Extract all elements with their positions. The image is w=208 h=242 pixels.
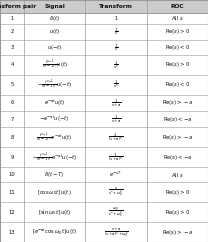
- Text: 4: 4: [10, 62, 14, 67]
- Bar: [0, 0, 208, 13]
- Text: $\delta(t-T)$: $\delta(t-T)$: [44, 170, 65, 179]
- Text: $\mathrm{Re}(s) > -a$: $\mathrm{Re}(s) > -a$: [162, 227, 193, 236]
- Text: $\mathrm{Re}(s) > 0$: $\mathrm{Re}(s) > 0$: [165, 188, 190, 197]
- Text: $\frac{s}{s^2+\omega_0^2}$: $\frac{s}{s^2+\omega_0^2}$: [108, 186, 124, 198]
- Text: $\frac{t^{n-1}}{(n-1)!}u(t)$: $\frac{t^{n-1}}{(n-1)!}u(t)$: [42, 58, 68, 71]
- Text: 8: 8: [10, 135, 14, 140]
- Text: $\mathrm{Re}(s) < -a$: $\mathrm{Re}(s) < -a$: [163, 115, 192, 124]
- Text: $\frac{1}{(s+a)^n}$: $\frac{1}{(s+a)^n}$: [108, 151, 124, 163]
- Text: Transform: Transform: [99, 4, 133, 9]
- Text: $\frac{t^{n-1}}{(n-1)!}e^{-at}u(t)$: $\frac{t^{n-1}}{(n-1)!}e^{-at}u(t)$: [36, 131, 73, 144]
- Text: 7: 7: [10, 117, 14, 121]
- Text: $\frac{s+a}{(s+a)^2+\omega_0^2}$: $\frac{s+a}{(s+a)^2+\omega_0^2}$: [104, 226, 128, 239]
- Text: $-\frac{t^{n-1}}{(n-1)!}u(-t)$: $-\frac{t^{n-1}}{(n-1)!}u(-t)$: [37, 78, 72, 91]
- Text: $-e^{-at}u(-t)$: $-e^{-at}u(-t)$: [40, 114, 70, 124]
- Text: ROC: ROC: [171, 4, 184, 9]
- Text: $\frac{1}{s}$: $\frac{1}{s}$: [114, 42, 118, 53]
- Text: $e^{-at}u(t)$: $e^{-at}u(t)$: [44, 98, 65, 108]
- Text: 5: 5: [10, 82, 14, 87]
- Text: 1: 1: [10, 16, 14, 21]
- Text: 10: 10: [9, 172, 15, 177]
- Text: $e^{-sT}$: $e^{-sT}$: [109, 170, 123, 179]
- Text: 11: 11: [9, 190, 15, 195]
- Text: $\mathrm{Re}(s) < 0$: $\mathrm{Re}(s) < 0$: [165, 80, 190, 89]
- Text: $\frac{1}{s^n}$: $\frac{1}{s^n}$: [113, 79, 119, 91]
- Text: Transform pair: Transform pair: [0, 4, 37, 9]
- Text: 9: 9: [10, 155, 14, 160]
- Text: $[\cos\omega_0 t]\,u(t)$: $[\cos\omega_0 t]\,u(t)$: [37, 188, 72, 197]
- Text: $\mathrm{Re}(s) > -a$: $\mathrm{Re}(s) > -a$: [162, 98, 193, 107]
- Text: $\frac{1}{s^n}$: $\frac{1}{s^n}$: [113, 59, 119, 71]
- Text: All $s$: All $s$: [171, 171, 184, 179]
- Text: $[e^{-at}\cos\omega_0 t]\,u(t)$: $[e^{-at}\cos\omega_0 t]\,u(t)$: [32, 227, 77, 237]
- Text: $\delta(t)$: $\delta(t)$: [49, 14, 60, 23]
- Text: $1$: $1$: [114, 15, 118, 23]
- Text: $\mathrm{Re}(s) > 0$: $\mathrm{Re}(s) > 0$: [165, 27, 190, 36]
- Text: 13: 13: [9, 230, 15, 234]
- Text: $\mathrm{Re}(s) < -a$: $\mathrm{Re}(s) < -a$: [163, 153, 192, 162]
- Text: $[\sin\omega_0 t]\,u(t)$: $[\sin\omega_0 t]\,u(t)$: [38, 208, 71, 217]
- Text: $-\frac{t^{n-1}}{(n-1)!}e^{-at}u(-t)$: $-\frac{t^{n-1}}{(n-1)!}e^{-at}u(-t)$: [32, 151, 77, 164]
- Text: $\frac{1}{s+a}$: $\frac{1}{s+a}$: [111, 113, 121, 125]
- Text: $\mathrm{Re}(s) > 0$: $\mathrm{Re}(s) > 0$: [165, 208, 190, 217]
- Text: $u(-t)$: $u(-t)$: [47, 43, 62, 52]
- Text: $\frac{1}{s+a}$: $\frac{1}{s+a}$: [111, 97, 121, 108]
- Text: 12: 12: [9, 210, 15, 215]
- Text: Signal: Signal: [44, 4, 65, 9]
- Text: 6: 6: [10, 100, 14, 105]
- Text: 2: 2: [10, 29, 14, 34]
- Text: All $s$: All $s$: [171, 15, 184, 23]
- Text: $\mathrm{Re}(s) < 0$: $\mathrm{Re}(s) < 0$: [165, 43, 190, 52]
- Text: $\frac{1}{s}$: $\frac{1}{s}$: [114, 26, 118, 37]
- Text: $\frac{1}{(s+a)^n}$: $\frac{1}{(s+a)^n}$: [108, 132, 124, 143]
- Text: $u(t)$: $u(t)$: [49, 27, 60, 36]
- Text: 3: 3: [10, 45, 14, 50]
- Text: $\frac{\omega_0}{s^2+\omega_0^2}$: $\frac{\omega_0}{s^2+\omega_0^2}$: [108, 205, 124, 219]
- Text: $\mathrm{Re}(s) > 0$: $\mathrm{Re}(s) > 0$: [165, 60, 190, 69]
- Text: $\mathrm{Re}(s) > -a$: $\mathrm{Re}(s) > -a$: [162, 133, 193, 142]
